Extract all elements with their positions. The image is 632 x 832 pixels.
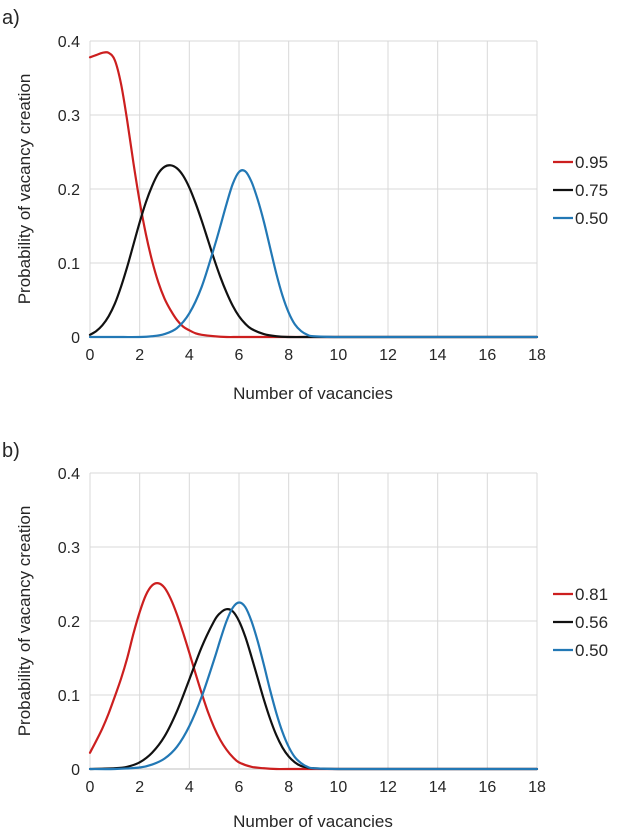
legend-label: 0.95 (575, 153, 608, 172)
x-axis-title: Number of vacancies (233, 812, 393, 831)
y-tick-label: 0 (71, 762, 80, 779)
x-tick-label: 12 (379, 779, 397, 796)
y-axis-ticks: 0 0.1 0.2 0.3 0.4 (58, 34, 80, 347)
x-tick-label: 14 (429, 779, 447, 796)
plot-lines (88, 51, 539, 339)
grid (89, 40, 538, 338)
x-tick-label: 18 (528, 347, 546, 364)
plot-lines (88, 582, 539, 771)
y-tick-label: 0.3 (58, 540, 80, 557)
x-tick-label: 16 (478, 347, 496, 364)
x-tick-label: 12 (379, 347, 397, 364)
legend: 0.95 0.75 0.50 (553, 153, 608, 228)
x-tick-label: 4 (185, 347, 194, 364)
legend-label: 0.50 (575, 641, 608, 660)
x-axis-ticks: 0 2 4 6 8 10 12 14 16 18 (86, 347, 546, 364)
y-tick-label: 0.4 (58, 466, 80, 483)
x-tick-label: 18 (528, 779, 546, 796)
y-axis-title: Probability of vacancy creation (15, 506, 34, 737)
series-line-0.50 (88, 601, 539, 771)
legend-label: 0.75 (575, 181, 608, 200)
x-tick-label: 4 (185, 779, 194, 796)
panel-b: b) 0 0.1 0.2 0.3 0.4 0 2 4 6 8 10 12 14 16 18 Probabi… (2, 440, 608, 831)
x-tick-label: 10 (329, 779, 347, 796)
y-tick-label: 0.2 (58, 614, 80, 631)
x-tick-label: 0 (86, 347, 95, 364)
x-axis-ticks: 0 2 4 6 8 10 12 14 16 18 (86, 779, 546, 796)
x-tick-label: 14 (429, 347, 447, 364)
y-tick-label: 0.1 (58, 256, 80, 273)
grid (89, 472, 538, 770)
x-tick-label: 0 (86, 779, 95, 796)
x-axis-title: Number of vacancies (233, 384, 393, 403)
x-tick-label: 6 (235, 347, 244, 364)
series-line-0.50 (88, 169, 539, 339)
x-tick-label: 6 (235, 779, 244, 796)
panel-label: a) (2, 7, 20, 29)
y-tick-label: 0.1 (58, 688, 80, 705)
x-tick-label: 16 (478, 779, 496, 796)
y-tick-label: 0 (71, 330, 80, 347)
x-tick-label: 8 (284, 347, 293, 364)
y-tick-label: 0.2 (58, 182, 80, 199)
x-tick-label: 10 (329, 347, 347, 364)
x-tick-label: 8 (284, 779, 293, 796)
x-tick-label: 2 (135, 779, 144, 796)
series-line-0.75 (88, 164, 539, 339)
legend-label: 0.81 (575, 585, 608, 604)
y-tick-label: 0.4 (58, 34, 80, 51)
panel-a: a) 0 0.1 0.2 0.3 0.4 0 2 4 6 8 10 12 14 16 18 Probabi… (2, 7, 608, 403)
series-line-0.56 (88, 608, 539, 771)
legend-label: 0.50 (575, 209, 608, 228)
y-axis-title: Probability of vacancy creation (15, 74, 34, 305)
panel-label: b) (2, 440, 20, 462)
x-tick-label: 2 (135, 347, 144, 364)
legend: 0.81 0.56 0.50 (553, 585, 608, 660)
legend-label: 0.56 (575, 613, 608, 632)
series-line-0.81 (88, 582, 539, 771)
y-tick-label: 0.3 (58, 108, 80, 125)
series-line-0.95 (88, 51, 539, 339)
y-axis-ticks: 0 0.1 0.2 0.3 0.4 (58, 466, 80, 779)
